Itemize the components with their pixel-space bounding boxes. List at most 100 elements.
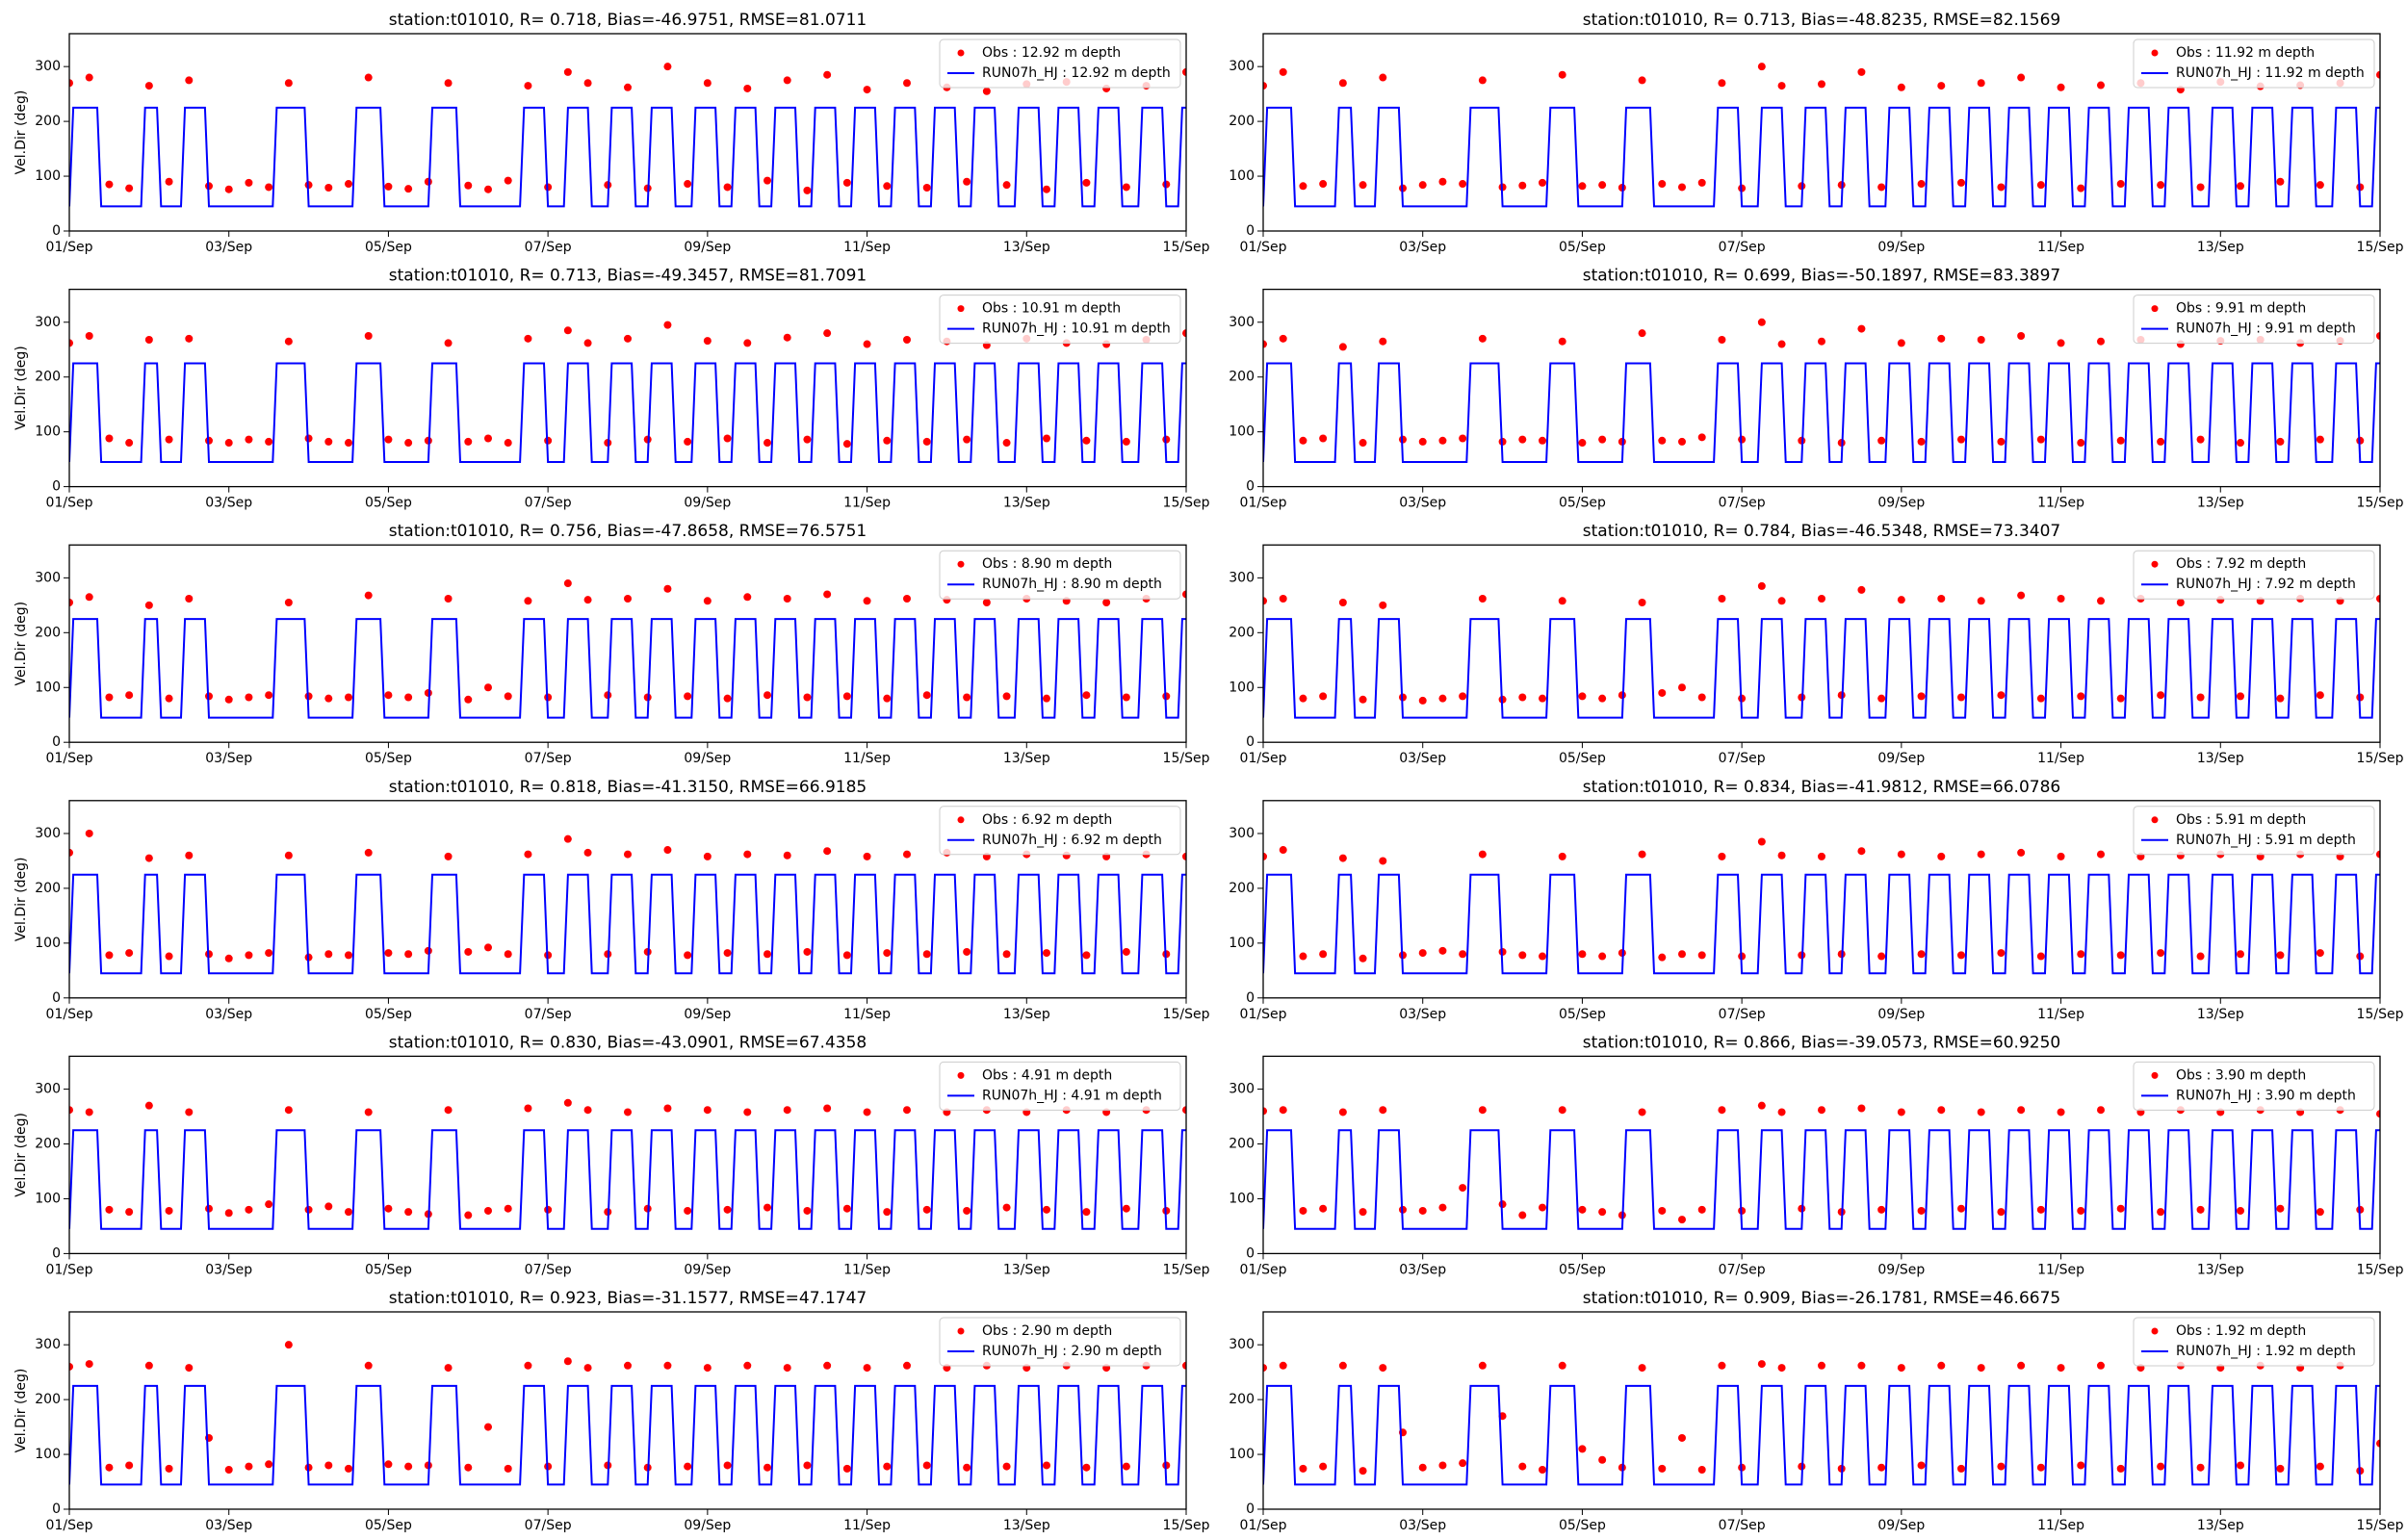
obs-point (1718, 595, 1726, 603)
obs-point (324, 437, 333, 446)
obs-point (85, 1108, 93, 1116)
obs-point (1957, 693, 1965, 702)
legend-dot (957, 816, 965, 824)
obs-point (504, 439, 512, 448)
obs-point (1678, 1216, 1686, 1224)
model-line (1263, 873, 2380, 975)
obs-point (484, 943, 492, 952)
obs-point (764, 1203, 771, 1212)
obs-point (803, 435, 812, 444)
obs-point (863, 1108, 871, 1116)
legend-dot (957, 560, 965, 568)
obs-point (324, 950, 333, 959)
obs-point (823, 1361, 832, 1370)
x-tick-label: 01/Sep (1240, 1007, 1287, 1022)
obs-point (105, 1205, 114, 1214)
obs-point (823, 1104, 832, 1113)
subplot-title: station:t01010, R= 0.713, Bias=-49.3457,… (389, 267, 867, 286)
obs-point (1002, 1203, 1011, 1212)
legend-label: Obs : 2.90 m depth (982, 1323, 1112, 1339)
subplot-title: station:t01010, R= 0.834, Bias=-41.9812,… (1583, 778, 2060, 797)
obs-point (125, 1461, 134, 1470)
x-tick-label: 15/Sep (1163, 751, 1210, 766)
obs-point (2057, 595, 2065, 603)
obs-point (1957, 951, 1965, 960)
obs-point (1338, 1361, 1347, 1370)
obs-point (1678, 1433, 1686, 1442)
obs-point (903, 595, 911, 603)
obs-point (803, 693, 812, 702)
obs-point (2316, 1208, 2324, 1217)
obs-point (1379, 73, 1387, 82)
obs-point (1379, 337, 1387, 346)
obs-point (245, 693, 253, 702)
obs-point (345, 439, 352, 448)
legend-label: RUN07h_HJ : 2.90 m depth (982, 1344, 1162, 1359)
y-axis-label: Vel.Dir (deg) (13, 1369, 29, 1453)
obs-point (2116, 180, 2125, 189)
obs-point (1917, 1461, 1926, 1470)
obs-point (1438, 946, 1447, 955)
y-tick-label: 0 (1246, 734, 1255, 750)
obs-point (364, 591, 373, 600)
obs-point (1319, 1462, 1328, 1471)
axes-frame (68, 800, 1187, 999)
obs-point (1658, 1206, 1667, 1215)
x-tick-label: 15/Sep (1163, 1518, 1210, 1533)
x-tick-label: 11/Sep (843, 751, 891, 766)
x-tick-label: 03/Sep (1399, 1007, 1446, 1022)
obs-point (2077, 950, 2085, 959)
obs-point (1558, 70, 1566, 79)
y-tick-label: 100 (35, 168, 61, 184)
obs-point (1263, 1364, 1267, 1373)
obs-point (963, 1463, 971, 1472)
subplot-title: station:t01010, R= 0.718, Bias=-46.9751,… (389, 11, 867, 30)
y-tick-label: 300 (35, 1337, 61, 1352)
obs-point (1002, 439, 1011, 448)
obs-point (345, 180, 352, 189)
obs-point (764, 691, 771, 700)
obs-point (2036, 1463, 2045, 1472)
obs-point (1937, 82, 1946, 90)
x-tick-label: 07/Sep (1719, 1007, 1766, 1022)
obs-point (2237, 182, 2244, 191)
legend-dot (957, 305, 965, 313)
obs-point (863, 1364, 871, 1373)
obs-point (1697, 1205, 1706, 1214)
legend-box (2133, 1061, 2375, 1111)
obs-point (105, 693, 114, 702)
obs-point (764, 950, 771, 959)
obs-point (165, 435, 173, 444)
y-axis-label: Vel.Dir (deg) (13, 90, 29, 175)
obs-point (1897, 596, 1905, 604)
x-tick-label: 03/Sep (205, 1262, 252, 1277)
obs-point (2017, 332, 2026, 341)
obs-point (2097, 337, 2105, 346)
obs-point (1777, 597, 1786, 605)
axes-frame (68, 1311, 1187, 1510)
obs-point (1518, 1211, 1527, 1219)
legend-label: RUN07h_HJ : 12.92 m depth (982, 65, 1171, 81)
obs-point (1937, 852, 1946, 860)
x-tick-label: 03/Sep (1399, 1262, 1446, 1277)
axes-frame (68, 1055, 1187, 1255)
obs-point (2077, 184, 2085, 192)
x-tick-label: 01/Sep (46, 751, 93, 766)
x-tick-label: 13/Sep (1003, 751, 1050, 766)
obs-point (1438, 694, 1447, 703)
obs-point (723, 434, 732, 443)
obs-point (1598, 181, 1607, 190)
obs-point (1818, 595, 1825, 603)
y-tick-label: 200 (35, 1137, 61, 1152)
x-tick-label: 09/Sep (1877, 751, 1925, 766)
obs-point (583, 1364, 592, 1373)
y-tick-label: 300 (35, 59, 61, 74)
obs-point (444, 79, 453, 88)
obs-point (2017, 1106, 2026, 1115)
obs-point (1598, 1208, 1607, 1217)
obs-point (1438, 1203, 1447, 1212)
obs-point (1539, 952, 1546, 961)
obs-point (1558, 337, 1566, 346)
legend-label: Obs : 9.91 m depth (2176, 301, 2306, 317)
x-tick-label: 05/Sep (365, 240, 412, 255)
